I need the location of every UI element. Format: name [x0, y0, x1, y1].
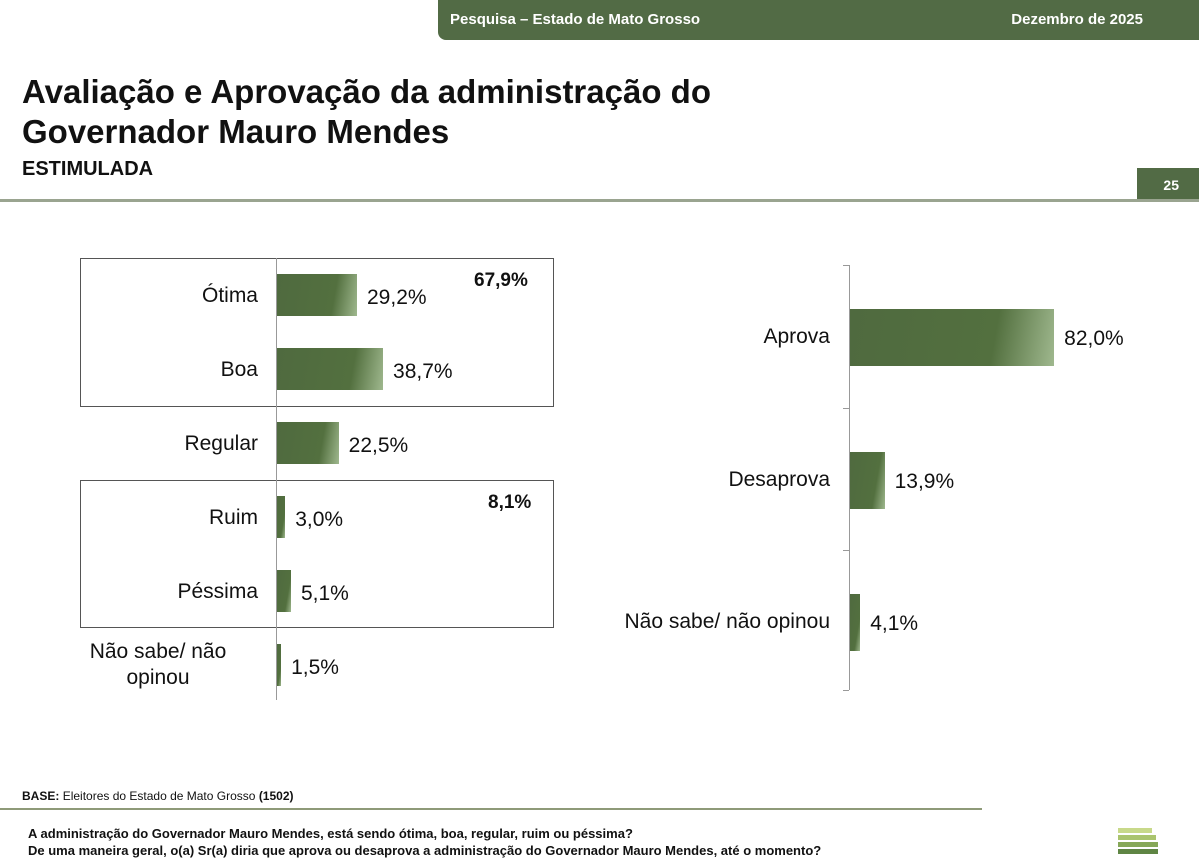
bar — [277, 570, 291, 612]
category-label: Ótima — [201, 284, 258, 307]
survey-date: Dezembro de 2025 — [1011, 11, 1143, 28]
value-label: 82,0% — [1064, 327, 1124, 350]
page-subtitle: ESTIMULADA — [22, 158, 154, 180]
page-number: 25 — [1137, 168, 1199, 201]
bar — [850, 309, 1055, 366]
axis-tick — [843, 690, 849, 691]
category-label: Não sabe/ não opinou — [89, 640, 227, 689]
category-label: Boa — [220, 358, 258, 381]
axis-tick — [843, 550, 849, 551]
value-label: 5,1% — [300, 582, 349, 605]
page-title: Avaliação e Aprovação da administração d… — [22, 73, 711, 150]
question-1: A administração do Governador Mauro Mend… — [28, 826, 633, 841]
group-label-positive: 67,9% — [474, 270, 528, 291]
group-label-negative: 8,1% — [488, 492, 532, 513]
value-label: 1,5% — [291, 656, 339, 679]
category-label: Péssima — [177, 580, 258, 603]
category-label: Ruim — [208, 506, 258, 529]
base-text: Eleitores do Estado de Mato Grosso — [62, 789, 256, 803]
axis-tick — [843, 408, 849, 409]
value-label: 38,7% — [393, 360, 453, 383]
survey-name: Pesquisa – Estado de Mato Grosso — [450, 11, 701, 28]
group-box-negative — [80, 480, 554, 628]
right-axis — [849, 265, 850, 690]
bar — [277, 348, 384, 390]
bar — [277, 644, 282, 686]
left-axis — [276, 258, 277, 700]
group-box-positive — [80, 258, 554, 407]
category-label: Não sabe/ não opinou — [624, 610, 831, 633]
value-label: 4,1% — [870, 612, 919, 635]
bar — [277, 496, 286, 538]
category-label: Desaprova — [728, 467, 830, 491]
axis-tick — [843, 265, 849, 266]
category-label: Aprova — [763, 325, 830, 348]
base-note: BASE: Eleitores do Estado de Mato Grosso… — [22, 789, 294, 803]
question-2: De uma maneira geral, o(a) Sr(a) diria q… — [28, 843, 822, 858]
value-label: 3,0% — [295, 508, 344, 531]
header-bar: Pesquisa – Estado de Mato Grosso Dezembr… — [438, 0, 1199, 40]
base-label: BASE: — [22, 789, 60, 803]
bar — [277, 274, 357, 316]
value-label: 13,9% — [894, 469, 955, 493]
category-label: Regular — [184, 432, 258, 455]
logo-icon — [1118, 828, 1158, 854]
base-n: (1502) — [258, 789, 294, 803]
bar — [850, 451, 885, 509]
value-label: 29,2% — [367, 286, 427, 309]
bar — [850, 594, 861, 651]
bar — [277, 422, 339, 464]
divider — [0, 199, 1199, 202]
value-label: 22,5% — [348, 434, 409, 457]
footer-divider — [0, 808, 982, 810]
